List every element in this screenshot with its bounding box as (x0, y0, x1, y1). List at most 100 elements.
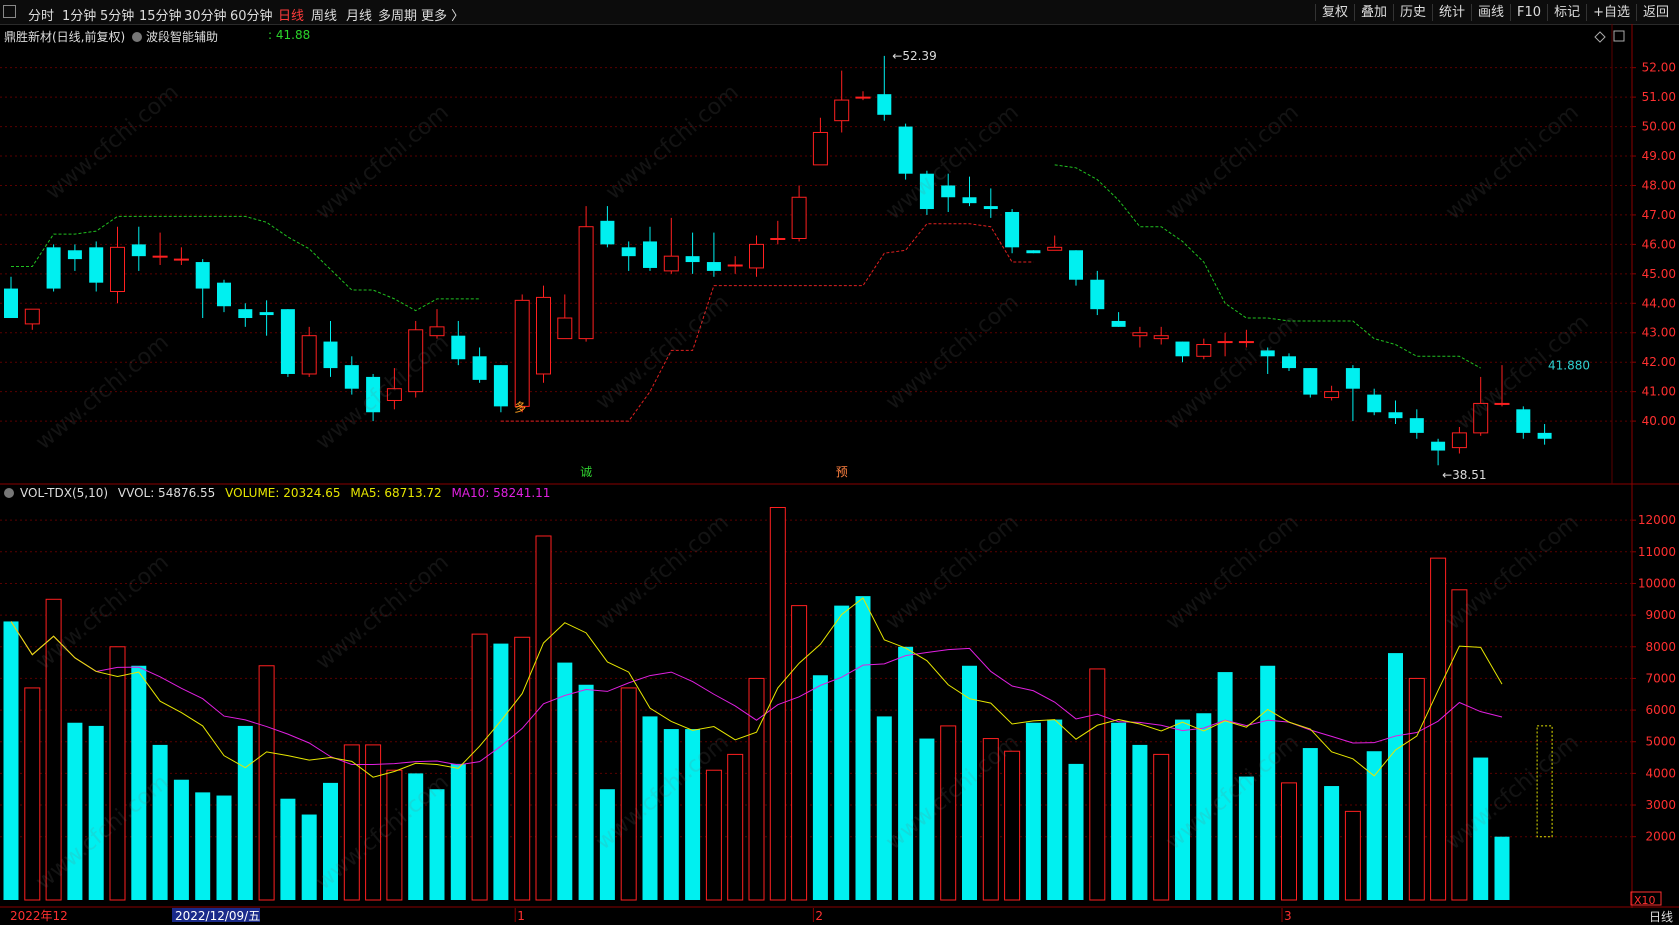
candle-body (643, 241, 657, 268)
signal-label: 诚 (580, 465, 592, 479)
period-tab-9[interactable]: 多周期 (378, 9, 418, 24)
volume-bar (578, 684, 594, 900)
volume-forecast-box (1536, 725, 1553, 838)
volume-bar (834, 605, 850, 900)
toolbar-button-5[interactable]: F10 (1510, 4, 1547, 21)
candle-body (812, 131, 828, 166)
candle-body (386, 388, 402, 401)
candle-body (451, 335, 466, 360)
volume-bar (1132, 744, 1148, 900)
candle-body (877, 94, 892, 115)
candle-body (195, 262, 210, 289)
month-label: 3 (1284, 909, 1292, 922)
volume-bar (1238, 776, 1254, 900)
support-line-segment (11, 215, 480, 312)
candle-body (217, 282, 231, 307)
period-tab-1[interactable]: 1分钟 (62, 9, 97, 24)
period-tab-2[interactable]: 5分钟 (100, 9, 135, 24)
candle-body (1345, 368, 1360, 389)
volume-settings-icon[interactable] (4, 488, 14, 498)
price-tick-label: 43.00 (1642, 326, 1676, 340)
volume-bar (1068, 763, 1084, 900)
volume-bar (1494, 836, 1510, 900)
period-tab-3[interactable]: 15分钟 (139, 9, 182, 24)
period-tab-6[interactable]: 日线 (278, 9, 305, 24)
candle-body (24, 308, 40, 325)
candle-body (983, 206, 998, 210)
volume-bar (1196, 713, 1212, 900)
indicator-settings-icon[interactable] (132, 32, 142, 42)
volume-tick-label: 4000 (1645, 766, 1676, 780)
candle-body (429, 326, 445, 337)
volume-bar (280, 798, 296, 900)
candle-body (1217, 341, 1233, 344)
indicator-name[interactable]: 波段智能辅助 (132, 28, 218, 45)
period-tab-10[interactable]: 更多 〉 (421, 9, 465, 24)
candle-body (259, 312, 274, 316)
candle-body (472, 356, 487, 380)
period-tab-0[interactable]: 分时 (28, 9, 55, 24)
volume-bar (429, 789, 445, 900)
volume-bar (599, 789, 615, 900)
volume-bar (450, 763, 466, 900)
candle-body (1473, 402, 1489, 434)
period-tab-7[interactable]: 周线 (311, 9, 338, 24)
candle-body (1537, 432, 1552, 439)
price-tick-label: 47.00 (1642, 208, 1676, 222)
candle-body (1324, 391, 1340, 399)
volume-bar (769, 506, 786, 901)
volume-tick-label: 6000 (1645, 703, 1676, 717)
candle-body (131, 244, 146, 257)
month-label: 2 (815, 909, 823, 922)
candle-body (301, 335, 317, 375)
candle-body (536, 296, 551, 375)
toolbar-button-4[interactable]: 画线 (1471, 4, 1510, 21)
volume-bar (748, 677, 765, 901)
candle-body (1494, 402, 1510, 405)
toolbar-button-6[interactable]: 标记 (1547, 4, 1586, 21)
ma5-line (10, 597, 1503, 778)
candle-body (152, 255, 168, 258)
period-tab-5[interactable]: 60分钟 (230, 9, 273, 24)
toolbar-button-8[interactable]: 返回 (1635, 4, 1675, 21)
volume-tick-label: 5000 (1645, 735, 1676, 749)
price-tick-label: 42.00 (1642, 355, 1676, 369)
candle-body (323, 341, 338, 369)
volume-bar (343, 744, 360, 901)
volume-bar (1302, 748, 1318, 900)
volume-bar (88, 725, 104, 900)
toolbar-button-0[interactable]: 复权 (1314, 4, 1354, 21)
volume-bar (45, 598, 62, 901)
candle-body (600, 220, 615, 245)
toolbar-button-3[interactable]: 统计 (1432, 4, 1471, 21)
toolbar-button-1[interactable]: 叠加 (1353, 4, 1393, 21)
volume-bar (131, 665, 147, 900)
volume-bar (940, 725, 957, 901)
volume-bar (663, 729, 679, 900)
volume-bar (791, 605, 808, 901)
price-tick-label: 46.00 (1642, 237, 1676, 251)
toolbar-button-2[interactable]: 历史 (1392, 4, 1432, 21)
toolbar-button-7[interactable]: +自选 (1586, 4, 1636, 21)
support-line-segment (500, 223, 1034, 422)
panel-toggle-icon[interactable] (3, 5, 16, 18)
volume-indicator-name[interactable]: VOL-TDX(5,10) (20, 486, 109, 500)
price-tick-label: 45.00 (1642, 267, 1676, 281)
period-tab-8[interactable]: 月线 (346, 9, 373, 24)
price-tick-label: 41.00 (1642, 385, 1676, 399)
signal-label: 多 (514, 400, 526, 414)
volume-bar (812, 675, 828, 900)
volume-bar (323, 782, 338, 900)
candle-body (1367, 394, 1382, 413)
candle-body (344, 365, 359, 389)
candle-body (280, 309, 295, 374)
candle-body (962, 197, 977, 204)
volume-bar (1089, 668, 1106, 901)
candle-body (770, 237, 786, 240)
candle-body (67, 250, 82, 260)
period-tab-4[interactable]: 30分钟 (184, 9, 227, 24)
candle-body (366, 376, 381, 413)
candle-body (855, 96, 871, 99)
candle-body (1111, 320, 1126, 327)
